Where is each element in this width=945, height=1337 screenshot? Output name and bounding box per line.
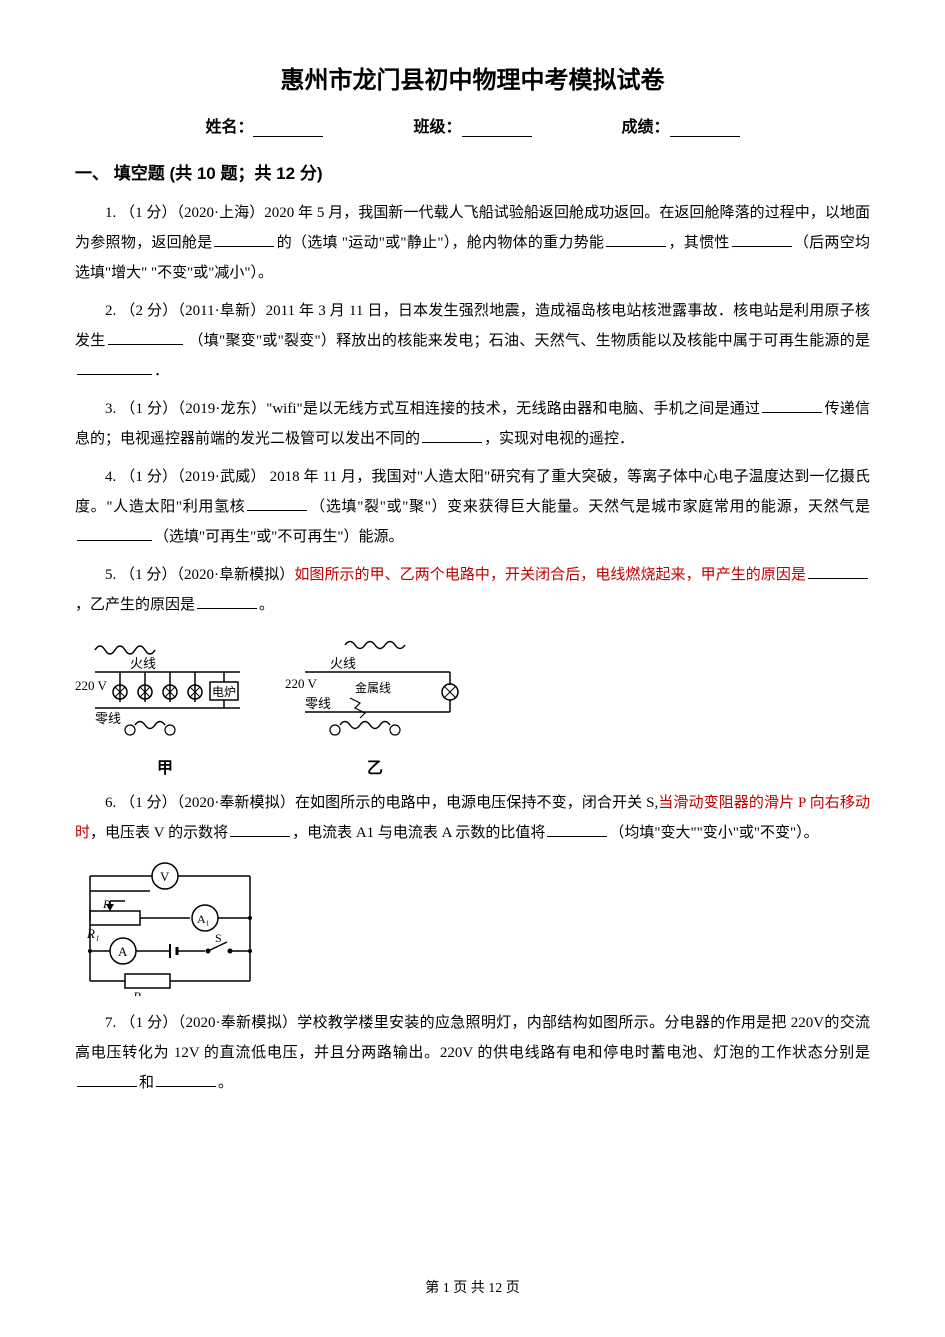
score-blank bbox=[670, 121, 740, 137]
q4-text-2: （选填"裂"或"聚"）变来获得巨大能量。天然气是城市家庭常用的能源，天然气是 bbox=[309, 499, 870, 515]
voltage-label-left: 220 V bbox=[75, 678, 108, 693]
question-2: 2. （2 分）（2011·阜新）2011 年 3 月 11 日，日本发生强烈地… bbox=[75, 296, 870, 386]
fire-line-label-right: 火线 bbox=[330, 656, 356, 671]
name-field: 姓名： bbox=[205, 113, 323, 137]
exam-title: 惠州市龙门县初中物理中考模拟试卷 bbox=[75, 60, 870, 95]
r1-label: R₁ bbox=[86, 926, 99, 941]
question-7: 7. （1 分）（2020·奉新模拟）学校教学楼里安装的应急照明灯，内部结构如图… bbox=[75, 1008, 870, 1098]
q3-blank-2 bbox=[422, 430, 482, 444]
class-field: 班级： bbox=[413, 113, 531, 137]
zero-line-label-right: 零线 bbox=[305, 696, 331, 711]
metal-line-label: 金属线 bbox=[355, 680, 391, 695]
q2-blank-1 bbox=[108, 332, 183, 346]
q3-blank-1 bbox=[762, 400, 822, 414]
q5-diagram-left: 火线 220 V 电炉 零线 bbox=[75, 630, 255, 778]
q5-blank-1 bbox=[808, 566, 868, 580]
q7-text-3: 。 bbox=[218, 1075, 233, 1091]
q5-diagram-row: 火线 220 V 电炉 零线 bbox=[75, 630, 870, 778]
q6-blank-1 bbox=[230, 824, 290, 838]
q6-text-2: ，电压表 V 的示数将 bbox=[90, 825, 228, 841]
fire-line-label: 火线 bbox=[130, 656, 156, 671]
q1-text-2: 的（选填 "运动"或"静止"），舱内物体的重力势能 bbox=[276, 235, 604, 251]
zero-line-label-left: 零线 bbox=[95, 711, 121, 726]
q6-text-1: 6. （1 分）（2020·奉新模拟）在如图所示的电路中，电源电压保持不变，闭合… bbox=[105, 795, 658, 811]
circuit-q6-icon: V P R₁ A₁ A S bbox=[75, 856, 265, 996]
question-6: 6. （1 分）（2020·奉新模拟）在如图所示的电路中，电源电压保持不变，闭合… bbox=[75, 788, 870, 848]
a1-label: A₁ bbox=[197, 912, 210, 926]
q5-red-text: 如图所示的甲、乙两个电路中，开关闭合后，电线燃烧起来，甲产生的原因是 bbox=[294, 567, 806, 583]
circuit-jia-icon: 火线 220 V 电炉 零线 bbox=[75, 630, 255, 750]
section-1-title: 一、 填空题 (共 10 题；共 12 分) bbox=[75, 159, 870, 184]
q6-diagram: V P R₁ A₁ A S bbox=[75, 856, 870, 996]
r2-label: R₂ bbox=[132, 989, 146, 996]
q5-blank-2 bbox=[197, 596, 257, 610]
q7-text-2: 和 bbox=[139, 1075, 154, 1091]
voltage-label-right: 220 V bbox=[285, 676, 318, 691]
name-blank bbox=[253, 121, 323, 137]
q1-blank-1 bbox=[214, 234, 274, 248]
question-1: 1. （1 分）（2020·上海）2020 年 5 月，我国新一代载人飞船试验船… bbox=[75, 198, 870, 288]
q5-text-1: 5. （1 分）（2020·阜新模拟） bbox=[105, 567, 294, 583]
question-3: 3. （1 分）（2019·龙东）"wifi"是以无线方式互相连接的技术，无线路… bbox=[75, 394, 870, 454]
q2-text-3: ． bbox=[154, 363, 169, 379]
class-blank bbox=[462, 121, 532, 137]
diagram-label-jia: 甲 bbox=[157, 754, 173, 778]
score-field: 成绩： bbox=[622, 113, 740, 137]
q2-text-2: （填"聚变"或"裂变"）释放出的核能来发电；石油、天然气、生物质能以及核能中属于… bbox=[185, 333, 870, 349]
voltmeter-label: V bbox=[160, 869, 170, 884]
s-label: S bbox=[215, 931, 222, 945]
q6-blank-2 bbox=[547, 824, 607, 838]
q2-blank-2 bbox=[77, 362, 152, 376]
q4-blank-2 bbox=[77, 528, 152, 542]
question-4: 4. （1 分）（2019·武威） 2018 年 11 月，我国对"人造太阳"研… bbox=[75, 462, 870, 552]
q6-text-3: ，电流表 A1 与电流表 A 示数的比值将 bbox=[292, 825, 545, 841]
question-5: 5. （1 分）（2020·阜新模拟）如图所示的甲、乙两个电路中，开关闭合后，电… bbox=[75, 560, 870, 620]
q3-text-1: 3. （1 分）（2019·龙东）"wifi"是以无线方式互相连接的技术，无线路… bbox=[105, 401, 760, 417]
p-label: P bbox=[102, 897, 111, 911]
circuit-yi-icon: 火线 220 V 金属线 零线 bbox=[285, 630, 465, 750]
heater-label: 电炉 bbox=[212, 685, 236, 699]
q4-text-3: （选填"可再生"或"不可再生"）能源。 bbox=[154, 529, 404, 545]
page-footer: 第 1 页 共 12 页 bbox=[0, 1277, 945, 1297]
a-label: A bbox=[118, 944, 128, 959]
q4-blank-1 bbox=[247, 498, 307, 512]
q7-blank-1 bbox=[77, 1074, 137, 1088]
q1-text-3: ，其惯性 bbox=[668, 235, 729, 251]
name-label: 姓名： bbox=[205, 119, 253, 136]
q1-blank-2 bbox=[606, 234, 666, 248]
q5-text-2: ，乙产生的原因是 bbox=[75, 597, 195, 613]
class-label: 班级： bbox=[413, 119, 461, 136]
q3-text-3: ，实现对电视的遥控． bbox=[484, 431, 634, 447]
q7-text-1: 7. （1 分）（2020·奉新模拟）学校教学楼里安装的应急照明灯，内部结构如图… bbox=[75, 1015, 870, 1061]
score-label: 成绩： bbox=[622, 119, 670, 136]
header-row: 姓名： 班级： 成绩： bbox=[75, 113, 870, 137]
q1-blank-3 bbox=[732, 234, 792, 248]
q5-diagram-right: 火线 220 V 金属线 零线 乙 bbox=[285, 630, 465, 778]
q5-text-3: 。 bbox=[259, 597, 274, 613]
q7-blank-2 bbox=[156, 1074, 216, 1088]
diagram-label-yi: 乙 bbox=[367, 754, 383, 778]
q6-text-4: （均填"变大""变小"或"不变"）。 bbox=[609, 825, 818, 841]
